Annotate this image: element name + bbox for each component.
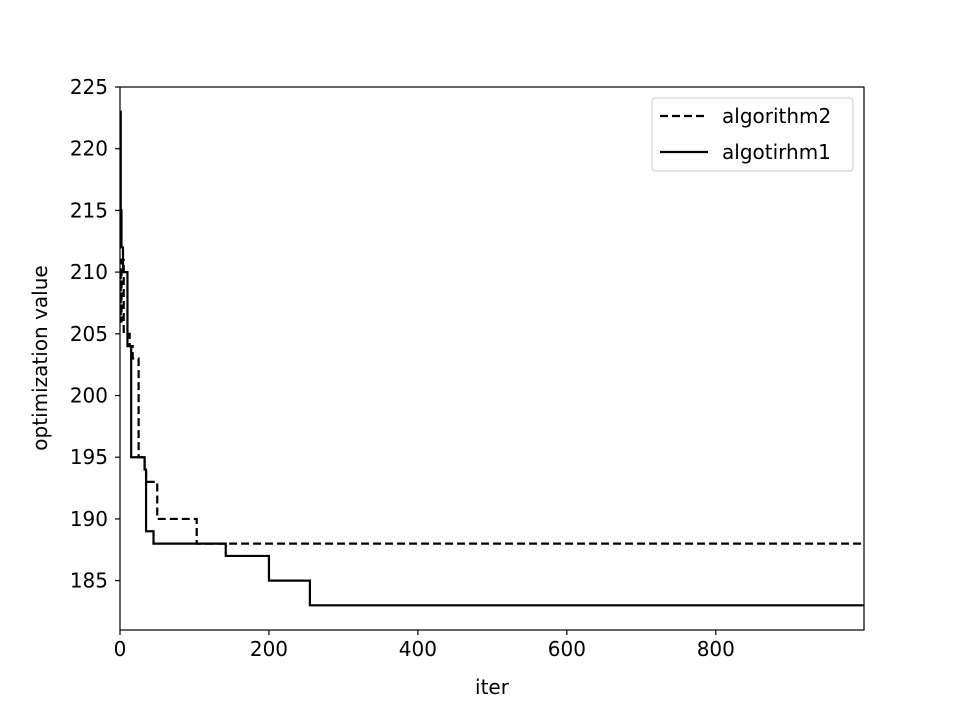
y-axis: 185 190 195 200 205 210 215 220 225 — [70, 75, 120, 593]
legend-label-algorithm2: algorithm2 — [722, 104, 831, 128]
y-tick-label: 195 — [70, 445, 108, 469]
legend-label-algotirhm1: algotirhm1 — [722, 140, 831, 164]
x-tick-label: 800 — [697, 637, 735, 661]
x-tick-label: 400 — [399, 637, 437, 661]
y-tick-label: 210 — [70, 260, 108, 284]
series-line-algotirhm1 — [119, 110, 864, 607]
x-axis-label: iter — [475, 675, 510, 699]
y-axis-label: optimization value — [28, 265, 52, 450]
y-tick-label: 215 — [70, 198, 108, 222]
legend: algorithm2 algotirhm1 — [651, 97, 854, 172]
series-line-algorithm2 — [119, 258, 864, 545]
x-tick-label: 200 — [250, 637, 288, 661]
y-tick-label: 185 — [70, 569, 108, 593]
axes-frame — [119, 86, 865, 631]
x-tick-label: 600 — [548, 637, 586, 661]
x-tick-label: 0 — [114, 637, 127, 661]
series-layer — [119, 110, 864, 607]
x-axis: 0 200 400 600 800 — [114, 630, 735, 661]
y-tick-label: 200 — [70, 384, 108, 408]
y-tick-label: 190 — [70, 507, 108, 531]
y-tick-label: 220 — [70, 137, 108, 161]
y-tick-label: 205 — [70, 322, 108, 346]
y-tick-label: 225 — [70, 75, 108, 99]
